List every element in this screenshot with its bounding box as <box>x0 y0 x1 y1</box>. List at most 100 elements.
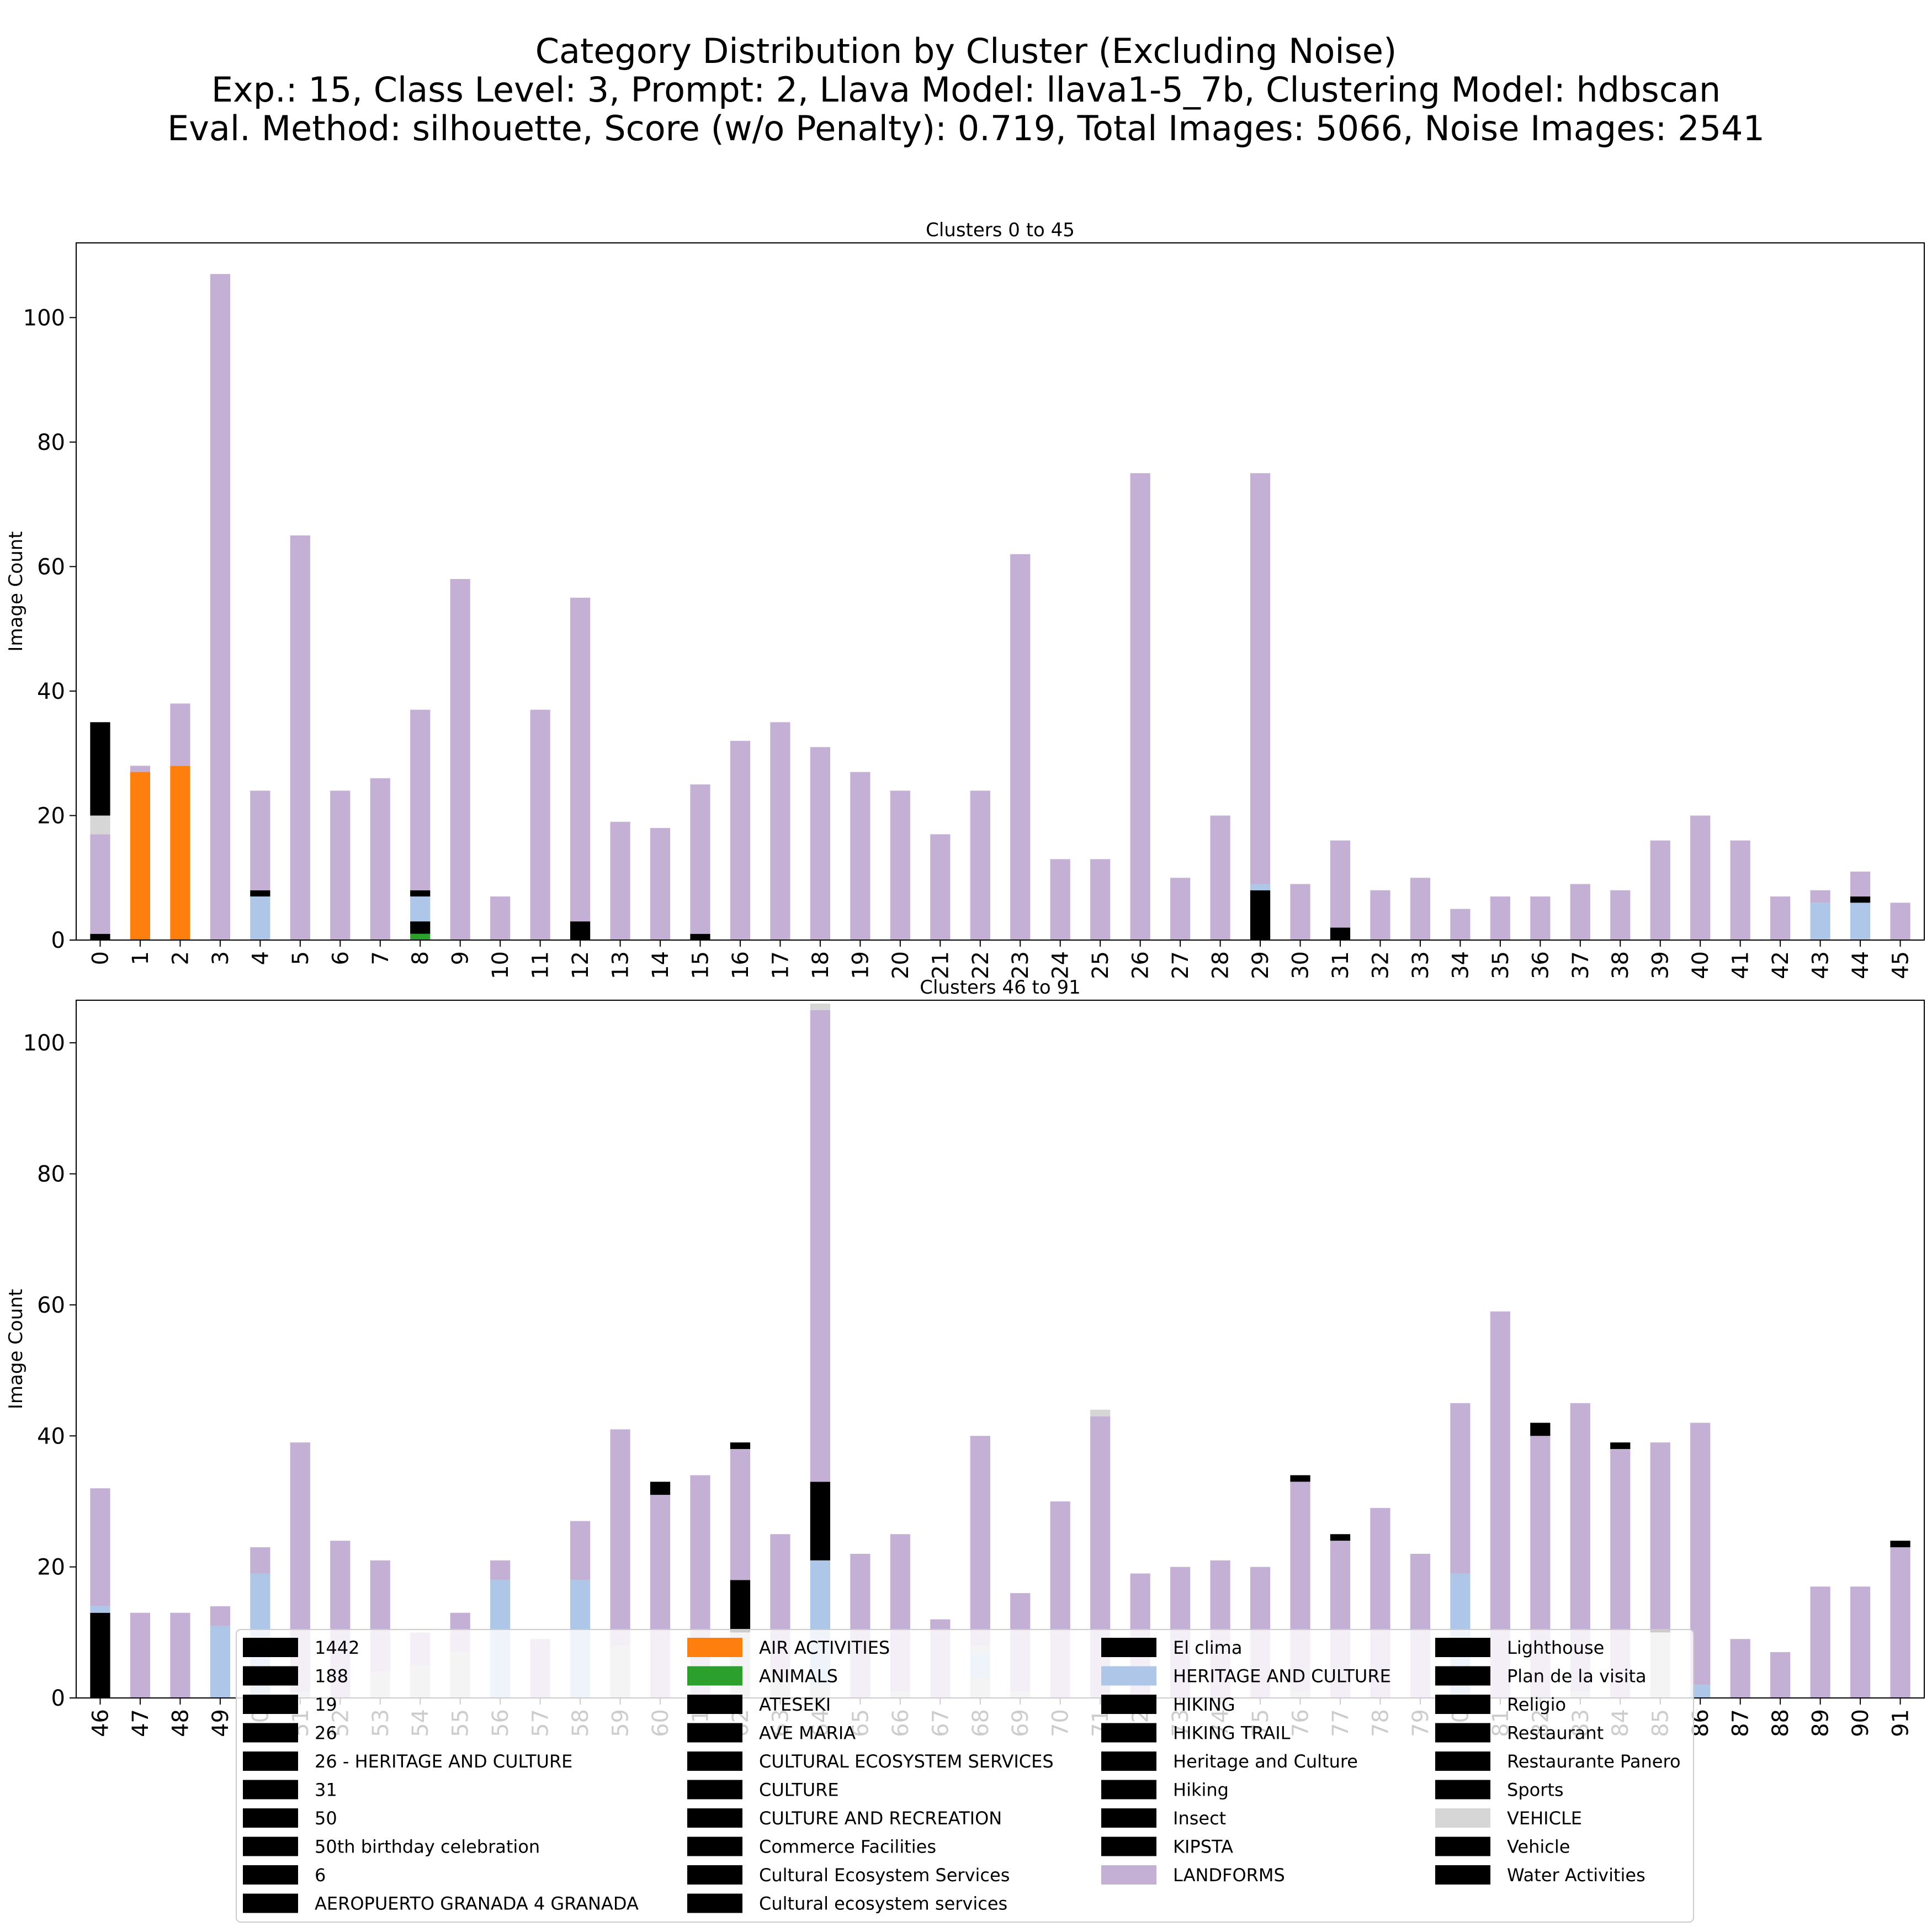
legend-label: LANDFORMS <box>1173 1865 1285 1886</box>
legend-label: HIKING <box>1173 1694 1235 1715</box>
bar-segment-cluster-8 <box>410 896 431 922</box>
bar-segment-cluster-36 <box>1530 896 1551 940</box>
legend-swatch <box>243 1865 298 1885</box>
y-tick-label: 60 <box>37 1293 65 1318</box>
bar-segment-cluster-9 <box>450 578 470 940</box>
bar-segment-cluster-90 <box>1850 1586 1871 1698</box>
x-tick-label: 47 <box>128 1709 153 1737</box>
legend-label: Hiking <box>1173 1780 1229 1801</box>
legend-swatch <box>687 1865 742 1885</box>
legend-label: 50th birthday celebration <box>315 1837 540 1857</box>
legend-entry: 6 <box>243 1865 326 1886</box>
legend-swatch <box>1435 1723 1490 1743</box>
bar-segment-cluster-87 <box>1730 1639 1750 1698</box>
legend-swatch <box>243 1695 298 1714</box>
bar-segment-cluster-56 <box>490 1560 511 1580</box>
x-tick-label: 30 <box>1288 951 1314 979</box>
legend-swatch <box>1435 1865 1490 1885</box>
legend-swatch <box>1101 1865 1156 1885</box>
x-tick-label: 7 <box>368 951 394 965</box>
legend-label: 26 - HERITAGE AND CULTURE <box>315 1751 572 1772</box>
y-tick-label: 80 <box>37 1162 65 1187</box>
legend-entry: Cultural ecosystem services <box>687 1893 1007 1914</box>
x-tick-label: 4 <box>248 951 273 965</box>
legend-swatch <box>1101 1638 1156 1657</box>
x-tick-label: 13 <box>608 951 634 979</box>
legend-entry: Plan de la visita <box>1435 1666 1647 1687</box>
legend-entry: Hiking <box>1101 1780 1229 1801</box>
legend-label: Cultural ecosystem services <box>759 1893 1007 1914</box>
x-tick-label: 20 <box>888 951 914 979</box>
legend-label: Religio <box>1507 1694 1566 1715</box>
bar-segment-cluster-31 <box>1330 840 1351 928</box>
legend-entry: Restaurante Panero <box>1435 1751 1681 1772</box>
x-tick-label: 1 <box>128 951 153 965</box>
legend-entry: Religio <box>1435 1694 1566 1715</box>
chart-legend: 1442 188 19 26 26 - HERITAGE AND CULTURE 31 50… <box>236 1629 1694 1923</box>
bar-segment-cluster-44 <box>1850 896 1871 903</box>
legend-label: 188 <box>315 1666 348 1687</box>
bar-segment-cluster-15 <box>690 933 710 940</box>
bar-segment-cluster-11 <box>530 709 550 940</box>
bar-segment-cluster-76 <box>1290 1475 1310 1482</box>
legend-swatch <box>687 1751 742 1771</box>
y-tick-label: 20 <box>37 1555 65 1580</box>
x-tick-label: 23 <box>1008 951 1033 979</box>
legend-label: Restaurante Panero <box>1507 1751 1681 1772</box>
bar-segment-cluster-49 <box>210 1606 230 1626</box>
legend-label: CULTURE AND RECREATION <box>759 1808 1002 1829</box>
x-tick-label: 40 <box>1688 951 1713 979</box>
x-tick-label: 34 <box>1448 951 1473 979</box>
bar-segment-cluster-58 <box>570 1521 591 1580</box>
x-tick-label: 43 <box>1808 951 1834 979</box>
bar-segment-cluster-19 <box>850 772 871 940</box>
x-tick-label: 36 <box>1528 951 1553 979</box>
legend-swatch <box>687 1666 742 1686</box>
bar-segment-cluster-5 <box>290 535 310 940</box>
bar-segment-cluster-44 <box>1850 871 1871 897</box>
legend-label: CULTURAL ECOSYSTEM SERVICES <box>759 1751 1054 1772</box>
bar-segment-cluster-1 <box>130 766 151 772</box>
legend-entry: VEHICLE <box>1435 1808 1582 1829</box>
bar-segment-cluster-80 <box>1450 1403 1471 1574</box>
legend-label: Heritage and Culture <box>1173 1751 1358 1772</box>
bar-segment-cluster-35 <box>1490 896 1510 940</box>
legend-entry: AIR ACTIVITIES <box>687 1637 890 1658</box>
bar-segment-cluster-2 <box>170 766 190 940</box>
subplot-title: Clusters 0 to 45 <box>926 219 1075 241</box>
bar-segment-cluster-21 <box>930 834 951 940</box>
x-tick-label: 49 <box>208 1709 233 1737</box>
chart-panel-top: Clusters 0 to 45 Image Count 0 20 40 60 80 100 0… <box>5 219 1925 979</box>
bar-segment-cluster-47 <box>130 1612 151 1698</box>
x-tick-label: 29 <box>1248 951 1273 979</box>
legend-swatch <box>1101 1780 1156 1800</box>
legend-entry: 31 <box>243 1780 337 1801</box>
x-tick-label: 24 <box>1048 951 1074 979</box>
x-tick-label: 8 <box>408 951 433 965</box>
x-tick-label: 38 <box>1608 951 1633 979</box>
bar-segment-cluster-0 <box>90 722 110 816</box>
legend-label: 6 <box>315 1865 326 1886</box>
bar-segment-cluster-62 <box>730 1580 751 1633</box>
bar-segment-cluster-12 <box>570 921 591 940</box>
bar-segment-cluster-82 <box>1530 1423 1551 1436</box>
x-tick-label: 19 <box>848 951 873 979</box>
x-tick-label: 32 <box>1368 951 1393 979</box>
subplot-title: Clusters 46 to 91 <box>920 976 1080 999</box>
legend-entry: Cultural Ecosystem Services <box>687 1865 1010 1886</box>
legend-label: 26 <box>315 1723 337 1744</box>
legend-swatch <box>243 1666 298 1686</box>
x-tick-label: 37 <box>1568 951 1594 979</box>
bar-segment-cluster-41 <box>1730 840 1750 940</box>
x-tick-label: 9 <box>448 951 474 965</box>
bar-segment-cluster-89 <box>1810 1586 1830 1698</box>
bar-segment-cluster-60 <box>650 1482 671 1495</box>
bar-segment-cluster-29 <box>1250 884 1271 890</box>
bar-segment-cluster-50 <box>250 1547 270 1574</box>
x-tick-label: 89 <box>1808 1709 1834 1737</box>
bar-segment-cluster-23 <box>1010 554 1031 940</box>
bar-segment-cluster-86 <box>1690 1685 1711 1698</box>
legend-entry: CULTURAL ECOSYSTEM SERVICES <box>687 1751 1054 1772</box>
x-tick-label: 27 <box>1168 951 1193 979</box>
